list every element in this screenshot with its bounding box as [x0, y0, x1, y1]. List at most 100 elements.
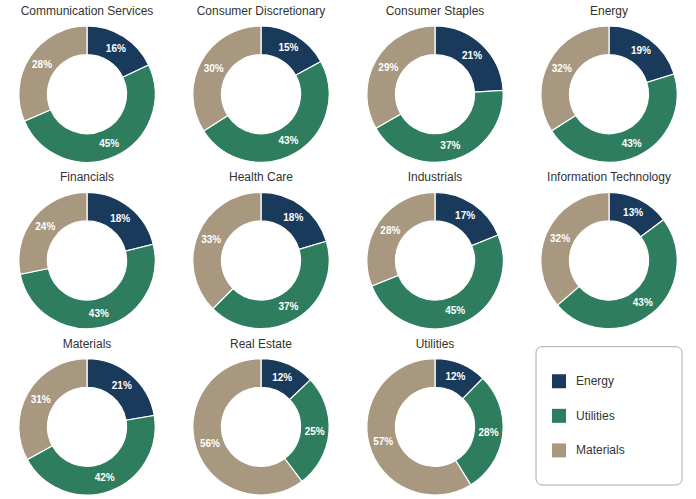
data-label: 17% [455, 210, 475, 221]
data-labels: 19% 43% 32% [552, 45, 651, 148]
data-label: 45% [445, 305, 465, 316]
data-label: 12% [272, 372, 292, 383]
donut-slice [193, 26, 261, 131]
legend-swatch [552, 409, 566, 423]
donut-cell: Consumer Staples 21% 37% 29% [367, 4, 503, 162]
data-label: 18% [283, 212, 303, 223]
donut-slice [541, 26, 609, 131]
donut-slice [285, 380, 329, 482]
data-labels: 13% 43% 32% [550, 207, 653, 308]
donut [19, 26, 155, 162]
data-label: 56% [200, 438, 220, 449]
donut-cell: Energy 19% 43% 32% [541, 4, 677, 162]
donut-slice [193, 192, 261, 308]
donut-cell: Real Estate 12% 25% 56% [193, 337, 329, 495]
donut-cell: Financials 18% 43% 24% [19, 170, 155, 328]
chart-title: Real Estate [230, 337, 292, 351]
data-label: 18% [110, 213, 130, 224]
chart-title: Communication Services [21, 4, 154, 18]
legend-label: Energy [576, 374, 614, 388]
donut-slice [87, 359, 154, 421]
donut-cell: Utilities 12% 28% 57% [367, 337, 503, 495]
chart-title: Consumer Staples [386, 4, 485, 18]
chart-root: Communication Services 16% 45% 28% Consumer … [0, 0, 696, 499]
data-label: 15% [278, 42, 298, 53]
donut-slice [435, 26, 503, 92]
donut-slice [19, 192, 87, 274]
data-label: 42% [95, 472, 115, 483]
data-labels: 18%37%33% [201, 212, 303, 312]
donut-cell: Communication Services 16% 45% 28% [19, 4, 155, 162]
data-labels: 17% 45% 28% [380, 210, 475, 316]
data-label: 28% [478, 427, 498, 438]
donut-slice [19, 359, 87, 460]
donut [541, 192, 677, 328]
donut-slice [541, 192, 609, 305]
donut-slice [193, 359, 302, 495]
donut-cell: Materials 21% 42% 31% [19, 337, 155, 495]
data-label: 24% [35, 221, 55, 232]
data-label: 30% [204, 63, 224, 74]
data-label: 21% [112, 380, 132, 391]
legend-swatch [552, 443, 566, 457]
legend-label: Utilities [576, 409, 615, 423]
legend-swatch [552, 374, 566, 388]
data-labels: 18% 43% 24% [35, 213, 130, 319]
donut-slice [19, 26, 87, 121]
data-labels: 21% 37% 29% [378, 50, 482, 152]
data-labels: 21% 42% 31% [31, 380, 132, 483]
chart-title: Industrials [408, 170, 463, 184]
data-label: 28% [32, 59, 52, 70]
donut-slice [367, 359, 471, 495]
data-label: 43% [622, 138, 642, 149]
donut [367, 26, 503, 162]
chart-title: Financials [60, 170, 114, 184]
legend-box [536, 347, 682, 485]
donut [19, 359, 155, 495]
data-label: 45% [99, 138, 119, 149]
data-label: 19% [631, 45, 651, 56]
data-label: 43% [89, 308, 109, 319]
donut-cell: Industrials 17% 45% 28% [367, 170, 503, 329]
data-label: 37% [440, 140, 460, 151]
data-label: 12% [445, 371, 465, 382]
data-label: 32% [552, 63, 572, 74]
data-labels: 12% 28% 57% [373, 371, 498, 446]
chart-title: Consumer Discretionary [197, 4, 326, 18]
donut [193, 26, 329, 162]
donut-slice [456, 378, 503, 485]
chart-title: Energy [590, 4, 628, 18]
donut [19, 192, 155, 328]
data-label: 31% [31, 394, 51, 405]
data-label: 43% [278, 135, 298, 146]
donut [367, 192, 503, 329]
donut-cell: Information Technology13%43%32% [541, 170, 677, 328]
data-label: 32% [550, 233, 570, 244]
data-label: 13% [623, 207, 643, 218]
data-label: 16% [106, 43, 126, 54]
chart-title: Utilities [416, 337, 455, 351]
donut-slice [367, 192, 435, 286]
data-label: 25% [305, 426, 325, 437]
data-labels: 12% 25% 56% [200, 372, 325, 449]
data-label: 57% [373, 436, 393, 447]
donut-slice [367, 26, 435, 128]
donut [193, 359, 329, 495]
donut [541, 26, 677, 162]
donut-cell: Health Care 18%37%33% [193, 170, 329, 328]
donut [367, 359, 503, 495]
chart-title: Materials [63, 337, 112, 351]
data-label: 28% [380, 225, 400, 236]
data-labels: 16% 45% 28% [32, 43, 126, 149]
data-label: 21% [462, 50, 482, 61]
legend: EnergyUtilitiesMaterials [536, 347, 682, 485]
donut-slice [609, 26, 674, 82]
data-label: 43% [633, 297, 653, 308]
chart-title: Health Care [229, 170, 293, 184]
data-labels: 15% 43% 30% [204, 42, 299, 146]
donut-cell: Consumer Discretionary 15% 43% 30% [193, 4, 329, 162]
donut-slice [261, 192, 326, 249]
data-label: 29% [378, 62, 398, 73]
data-label: 33% [201, 234, 221, 245]
donut-slice [87, 192, 153, 251]
